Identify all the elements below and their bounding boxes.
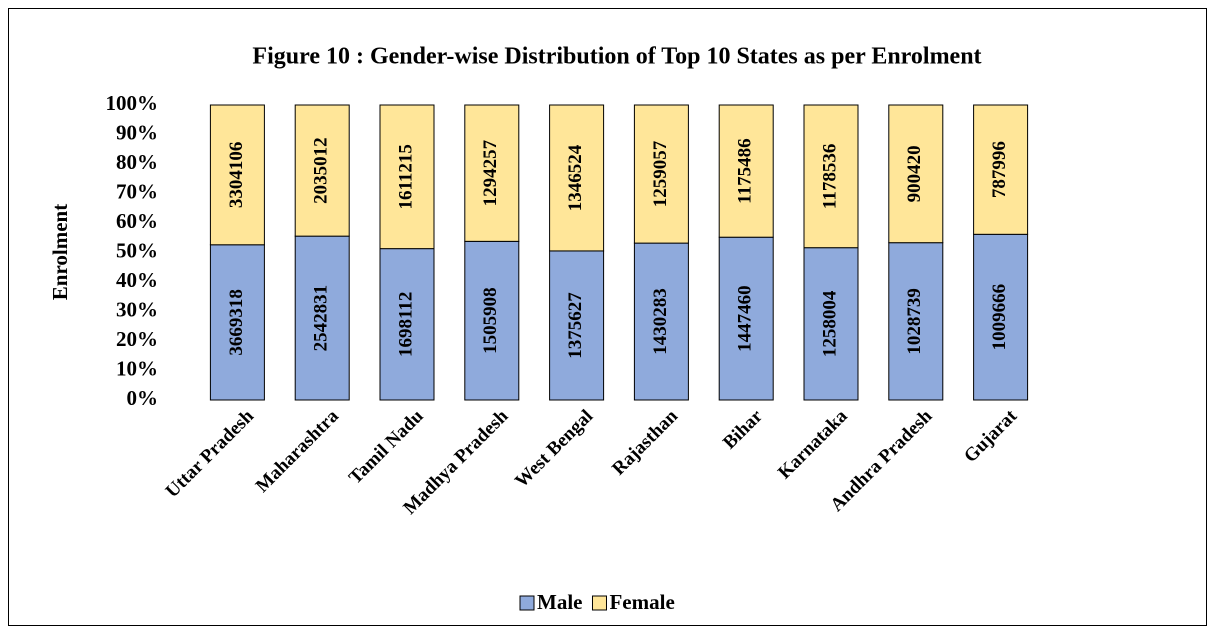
bar-segment (464, 104, 520, 242)
data-label: 1178536 (819, 144, 840, 209)
bar-segment (209, 104, 265, 246)
data-label: 1447460 (735, 285, 756, 352)
bar-segment (294, 104, 350, 237)
y-tick-label: 30% (116, 297, 158, 321)
y-tick-label: 0% (127, 386, 159, 410)
data-label: 787996 (989, 141, 1010, 198)
data-label: 2542831 (311, 285, 332, 352)
bar-segment (379, 104, 435, 250)
y-tick-label: 70% (116, 179, 158, 203)
bar-segment (633, 104, 689, 244)
bar-segment (633, 242, 689, 401)
bar-segment (718, 104, 774, 238)
data-label: 1294257 (480, 139, 501, 206)
data-label: 2035012 (311, 137, 332, 204)
data-label: 1258004 (819, 290, 840, 357)
data-label: 1698112 (395, 292, 416, 357)
y-tick-label: 10% (116, 356, 158, 380)
y-tick-label: 90% (116, 120, 158, 144)
data-label: 1175486 (735, 138, 756, 203)
y-tick-label: 100% (106, 91, 159, 115)
bar-segment (803, 104, 859, 249)
bar-segment (888, 242, 944, 401)
data-label: 1430283 (650, 288, 671, 355)
bar-segment (718, 236, 774, 401)
bar-segment (973, 233, 1029, 401)
bar-segment (549, 250, 605, 401)
data-label: 1375627 (565, 292, 586, 359)
y-tick-label: 80% (116, 150, 158, 174)
bar-segment (803, 247, 859, 401)
bar-segment (294, 235, 350, 401)
bar-segment (209, 244, 265, 401)
y-tick-label: 60% (116, 209, 158, 233)
data-label: 3304106 (226, 142, 247, 209)
y-tick-label: 50% (116, 238, 158, 262)
data-label: 1611215 (395, 144, 416, 209)
y-tick-label: 20% (116, 327, 158, 351)
legend-swatch (591, 595, 607, 611)
y-tick-label: 40% (116, 268, 158, 292)
bar-segment (973, 104, 1029, 235)
chart-title: Figure 10 : Gender-wise Distribution of … (252, 44, 981, 70)
y-axis-label: Enrolment (48, 204, 72, 300)
bar-segment (464, 240, 520, 401)
bar-segment (379, 248, 435, 401)
bar-segment (888, 104, 944, 244)
data-label: 3669318 (226, 289, 247, 356)
legend-label: Male (537, 590, 582, 614)
data-label: 900420 (904, 145, 925, 202)
data-label: 1009666 (989, 284, 1010, 351)
legend-label: Female (609, 590, 674, 614)
data-label: 1346524 (565, 144, 586, 211)
data-label: 1028739 (904, 288, 925, 355)
data-label: 1259057 (650, 140, 671, 207)
legend-swatch (519, 595, 535, 611)
data-label: 1505908 (480, 287, 501, 354)
bar-segment (549, 104, 605, 252)
